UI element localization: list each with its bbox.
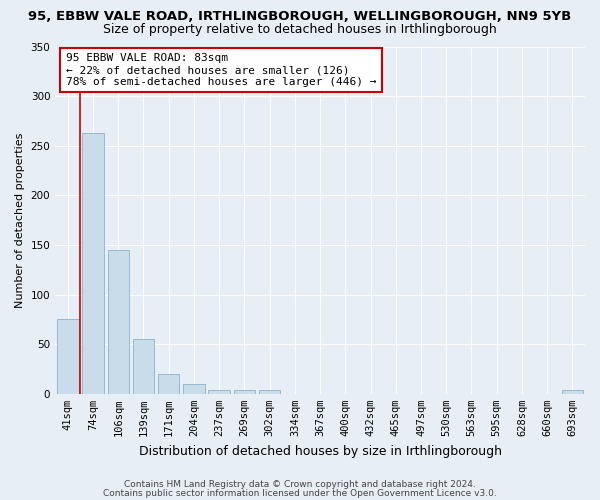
- Bar: [233, 390, 255, 394]
- Text: 95 EBBW VALE ROAD: 83sqm
← 22% of detached houses are smaller (126)
78% of semi-: 95 EBBW VALE ROAD: 83sqm ← 22% of detach…: [66, 54, 376, 86]
- Y-axis label: Number of detached properties: Number of detached properties: [15, 132, 25, 308]
- Bar: [133, 339, 154, 394]
- Text: Contains public sector information licensed under the Open Government Licence v3: Contains public sector information licen…: [103, 488, 497, 498]
- Bar: [158, 374, 179, 394]
- Bar: [208, 390, 230, 394]
- Bar: [82, 133, 104, 394]
- Bar: [562, 390, 583, 394]
- Bar: [107, 250, 129, 394]
- Text: Contains HM Land Registry data © Crown copyright and database right 2024.: Contains HM Land Registry data © Crown c…: [124, 480, 476, 489]
- Bar: [57, 320, 79, 394]
- Bar: [183, 384, 205, 394]
- X-axis label: Distribution of detached houses by size in Irthlingborough: Distribution of detached houses by size …: [139, 444, 502, 458]
- Text: 95, EBBW VALE ROAD, IRTHLINGBOROUGH, WELLINGBOROUGH, NN9 5YB: 95, EBBW VALE ROAD, IRTHLINGBOROUGH, WEL…: [28, 10, 572, 23]
- Bar: [259, 390, 280, 394]
- Text: Size of property relative to detached houses in Irthlingborough: Size of property relative to detached ho…: [103, 22, 497, 36]
